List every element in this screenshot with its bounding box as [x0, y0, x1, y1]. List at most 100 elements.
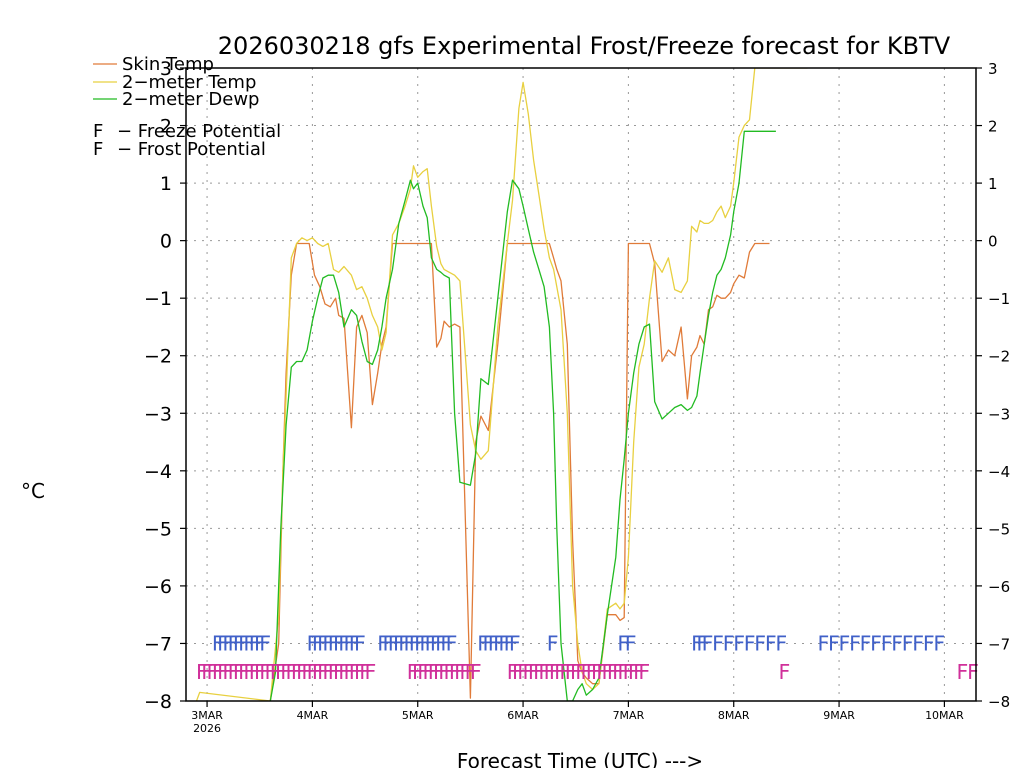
- frost-potential-marker: F: [880, 631, 892, 655]
- frost-potential-marker: F: [322, 631, 334, 655]
- freeze-potential-marker: F: [522, 660, 534, 684]
- freeze-potential-marker: F: [217, 660, 229, 684]
- frost-potential-marker: F: [722, 631, 734, 655]
- frost-potential-marker: F: [435, 631, 447, 655]
- x-tick-label: 4MAR: [297, 709, 329, 722]
- frost-potential-marker: F: [343, 631, 355, 655]
- frost-potential-marker: F: [424, 631, 436, 655]
- freeze-potential-marker: F: [291, 660, 303, 684]
- frost-potential-marker: F: [398, 631, 410, 655]
- x-tick-label: 9MAR: [823, 709, 855, 722]
- freeze-potential-marker: F: [564, 660, 576, 684]
- frost-potential-marker: F: [212, 631, 224, 655]
- legend-label: 2−meter Temp: [122, 72, 256, 93]
- y-tick-label-right: −1: [988, 290, 1010, 308]
- frost-potential-marker: F: [227, 631, 239, 655]
- series-line-skin-temp: [269, 242, 770, 701]
- frost-potential-marker: F: [419, 631, 431, 655]
- freeze-potential-marker: F: [354, 660, 366, 684]
- series-line-2-meter-temp: [195, 68, 808, 701]
- y-tick-label-right: −5: [988, 520, 1010, 538]
- frost-potential-marker: F: [338, 631, 350, 655]
- freeze-potential-marker: F: [433, 660, 445, 684]
- freeze-potential-marker: F: [359, 660, 371, 684]
- freeze-potential-marker: F: [528, 660, 540, 684]
- y-tick-label-right: −8: [988, 693, 1010, 711]
- plot-frame: [185, 67, 977, 702]
- freeze-potential-marker: F: [967, 660, 979, 684]
- legend-label: − Freeze Potential: [117, 121, 281, 142]
- frost-potential-marker: F: [445, 631, 457, 655]
- freeze-potential-marker: F: [517, 660, 529, 684]
- y-tick-label-left: −6: [144, 576, 172, 598]
- frost-potential-marker: F: [838, 631, 850, 655]
- frost-potential-marker: F: [414, 631, 426, 655]
- freeze-potential-marker: F: [596, 660, 608, 684]
- freeze-potential-marker: F: [507, 660, 519, 684]
- freeze-potential-marker: F: [317, 660, 329, 684]
- freeze-potential-marker: F: [296, 660, 308, 684]
- frost-potential-marker: F: [912, 631, 924, 655]
- freeze-potential-marker: F: [406, 660, 418, 684]
- freeze-potential-marker: F: [638, 660, 650, 684]
- frost-potential-marker: F: [333, 631, 345, 655]
- freeze-potential-marker: F: [285, 660, 297, 684]
- frost-potential-marker: F: [691, 631, 703, 655]
- frost-potential-marker: F: [327, 631, 339, 655]
- y-tick-label-right: 1: [988, 175, 998, 193]
- freeze-potential-marker: F: [575, 660, 587, 684]
- frost-potential-marker: F: [849, 631, 861, 655]
- chart-title: 2026030218 gfs Experimental Frost/Freeze…: [218, 32, 951, 60]
- freeze-potential-marker: F: [428, 660, 440, 684]
- legend-label: Skin Temp: [122, 54, 214, 75]
- x-tick-label: 8MAR: [718, 709, 750, 722]
- frost-potential-marker: F: [403, 631, 415, 655]
- frost-potential-marker: F: [775, 631, 787, 655]
- freeze-potential-marker: F: [343, 660, 355, 684]
- freeze-potential-marker: F: [464, 660, 476, 684]
- freeze-potential-marker: F: [259, 660, 271, 684]
- freeze-potential-marker: F: [622, 660, 634, 684]
- frost-potential-marker: F: [712, 631, 724, 655]
- freeze-potential-marker: F: [212, 660, 224, 684]
- frost-potential-marker: F: [933, 631, 945, 655]
- freeze-potential-marker: F: [364, 660, 376, 684]
- freeze-potential-marker: F: [206, 660, 218, 684]
- freeze-potential-marker: F: [601, 660, 613, 684]
- freeze-potential-marker: F: [559, 660, 571, 684]
- frost-potential-marker: F: [701, 631, 713, 655]
- y-tick-label-right: −7: [988, 635, 1010, 653]
- freeze-potential-marker: F: [449, 660, 461, 684]
- freeze-potential-marker: F: [243, 660, 255, 684]
- freeze-potential-marker: F: [201, 660, 213, 684]
- freeze-potential-marker: F: [338, 660, 350, 684]
- frost-potential-marker: F: [259, 631, 271, 655]
- frost-potential-marker: F: [233, 631, 245, 655]
- freeze-potential-marker: F: [222, 660, 234, 684]
- frost-potential-marker: F: [254, 631, 266, 655]
- frost-potential-marker: F: [393, 631, 405, 655]
- freeze-potential-marker: F: [549, 660, 561, 684]
- freeze-potential-marker: F: [227, 660, 239, 684]
- freeze-potential-marker: F: [570, 660, 582, 684]
- y-tick-label-left: −5: [144, 518, 172, 540]
- freeze-potential-marker: F: [554, 660, 566, 684]
- freeze-potential-marker: F: [617, 660, 629, 684]
- y-tick-label-left: −1: [144, 288, 172, 310]
- freeze-potential-marker: F: [459, 660, 471, 684]
- frost-potential-marker: F: [440, 631, 452, 655]
- freeze-potential-marker: F: [591, 660, 603, 684]
- y-tick-label-left: 2: [160, 116, 172, 138]
- frost-potential-marker: F: [493, 631, 505, 655]
- frost-potential-marker: F: [817, 631, 829, 655]
- frost-potential-marker: F: [923, 631, 935, 655]
- freeze-potential-marker: F: [280, 660, 292, 684]
- freeze-potential-marker: F: [312, 660, 324, 684]
- frost-potential-marker: F: [765, 631, 777, 655]
- y-tick-label-left: 1: [160, 173, 172, 195]
- legend-marker-glyph: F: [93, 121, 103, 142]
- frost-potential-marker: F: [354, 631, 366, 655]
- y-tick-label-left: 0: [160, 231, 172, 253]
- freeze-potential-marker: F: [417, 660, 429, 684]
